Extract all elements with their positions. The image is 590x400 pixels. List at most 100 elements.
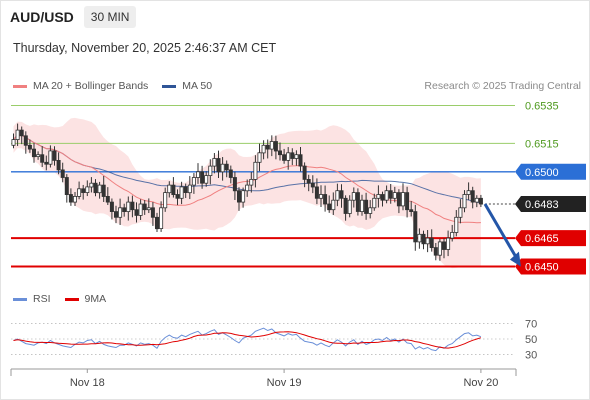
- candle-body-112: [470, 190, 475, 203]
- candle-body-50: [216, 158, 221, 173]
- level-label-5: 0.6450: [525, 262, 559, 274]
- rsi-9ma-line: [13, 331, 482, 349]
- candle-body-110: [462, 194, 467, 209]
- candle-body-79: [335, 190, 340, 201]
- candle-body-27: [122, 207, 127, 213]
- candle-body-4: [27, 144, 32, 150]
- candle-body-93: [392, 192, 397, 199]
- candle-body-71: [302, 165, 307, 180]
- candle-body-39: [171, 184, 176, 196]
- candle-body-70: [298, 154, 303, 167]
- candle-body-91: [384, 190, 389, 201]
- candle-body-82: [347, 199, 352, 214]
- candle-body-83: [351, 192, 356, 201]
- candle-body-81: [343, 197, 348, 214]
- candle-body-33: [146, 207, 151, 211]
- candle-body-28: [126, 201, 131, 213]
- candle-body-23: [105, 195, 110, 203]
- symbol-title: AUD/USD: [10, 9, 74, 25]
- candle-body-88: [372, 197, 377, 209]
- projection-arrow-shaft: [483, 203, 519, 260]
- candle-body-68: [290, 152, 295, 159]
- chart-header: AUD/USD 30 MIN: [10, 6, 137, 28]
- x-tick-label-2: Nov 20: [463, 377, 498, 389]
- candle-body-34: [150, 207, 155, 218]
- projection-arrow-head: [509, 251, 521, 267]
- candle-body-46: [200, 171, 205, 184]
- candle-body-11: [56, 159, 61, 171]
- legend-ma20: MA 20 + Bollinger Bands: [13, 80, 148, 92]
- candle-body-3: [23, 135, 28, 146]
- candle-body-6: [36, 154, 41, 157]
- candle-body-57: [245, 184, 250, 192]
- candle-body-99: [417, 233, 422, 243]
- legend-rsi-label: RSI: [33, 293, 51, 305]
- level-label-2: 0.6500: [525, 167, 559, 179]
- candle-body-31: [138, 203, 143, 216]
- candle-body-61: [261, 144, 266, 154]
- legend-rsi: RSI: [13, 293, 51, 305]
- price-legend: MA 20 + Bollinger Bands MA 50: [13, 80, 226, 92]
- candle-body-73: [310, 182, 315, 188]
- candle-body-38: [167, 184, 172, 194]
- candle-body-77: [327, 203, 332, 211]
- legend-ma50-label: MA 50: [182, 80, 213, 92]
- candle-body-12: [60, 169, 65, 178]
- candle-body-97: [409, 209, 414, 212]
- candle-body-76: [323, 194, 328, 205]
- legend-ma50-swatch: [162, 84, 177, 88]
- candle-body-100: [421, 233, 426, 245]
- candle-body-13: [64, 177, 69, 196]
- candle-body-37: [163, 192, 168, 209]
- rsi-line: [13, 327, 482, 352]
- candle-body-41: [179, 186, 184, 199]
- candle-body-5: [32, 148, 37, 158]
- candle-body-53: [228, 169, 233, 178]
- candle-body-54: [232, 177, 237, 192]
- candle-body-2: [19, 129, 24, 137]
- level-label-3: 0.6483: [525, 199, 559, 211]
- candle-body-75: [318, 194, 323, 199]
- candle-body-24: [109, 201, 114, 213]
- candle-body-56: [241, 190, 246, 203]
- candle-body-107: [450, 231, 455, 239]
- candle-body-114: [478, 197, 483, 205]
- candle-body-103: [433, 247, 438, 256]
- legend-ma20-swatch: [13, 84, 27, 88]
- candle-body-113: [474, 197, 479, 203]
- candle-body-15: [73, 195, 78, 203]
- x-tick-label-1: Nov 19: [267, 377, 302, 389]
- rsi-legend: RSI 9MA: [13, 293, 120, 305]
- candle-body-47: [204, 175, 209, 184]
- candle-body-94: [396, 192, 401, 207]
- candle-body-17: [81, 188, 86, 194]
- candle-body-8: [44, 161, 49, 165]
- candle-body-52: [224, 163, 229, 171]
- candle-body-66: [282, 154, 287, 161]
- rsi-tick-label-1: 50: [525, 334, 537, 346]
- candle-body-65: [277, 150, 282, 156]
- candle-body-63: [269, 141, 274, 150]
- candle-body-35: [154, 216, 159, 230]
- candle-body-96: [405, 192, 410, 211]
- timeframe-badge[interactable]: 30 MIN: [83, 6, 137, 28]
- candle-body-90: [380, 194, 385, 201]
- candle-body-101: [425, 237, 430, 245]
- candle-body-67: [286, 152, 291, 161]
- candle-body-36: [159, 207, 164, 230]
- candle-body-89: [376, 194, 381, 199]
- candles: [11, 123, 483, 261]
- candle-body-72: [306, 178, 311, 184]
- candle-body-25: [114, 211, 119, 218]
- candle-body-108: [454, 216, 459, 233]
- candle-body-0: [11, 139, 16, 146]
- candle-body-48: [208, 165, 213, 177]
- candle-body-32: [142, 203, 147, 211]
- candle-body-9: [48, 150, 53, 165]
- candle-body-111: [466, 190, 471, 195]
- candle-body-106: [446, 237, 451, 250]
- candle-body-74: [314, 186, 319, 199]
- candle-body-64: [273, 141, 278, 152]
- candle-body-40: [175, 194, 180, 199]
